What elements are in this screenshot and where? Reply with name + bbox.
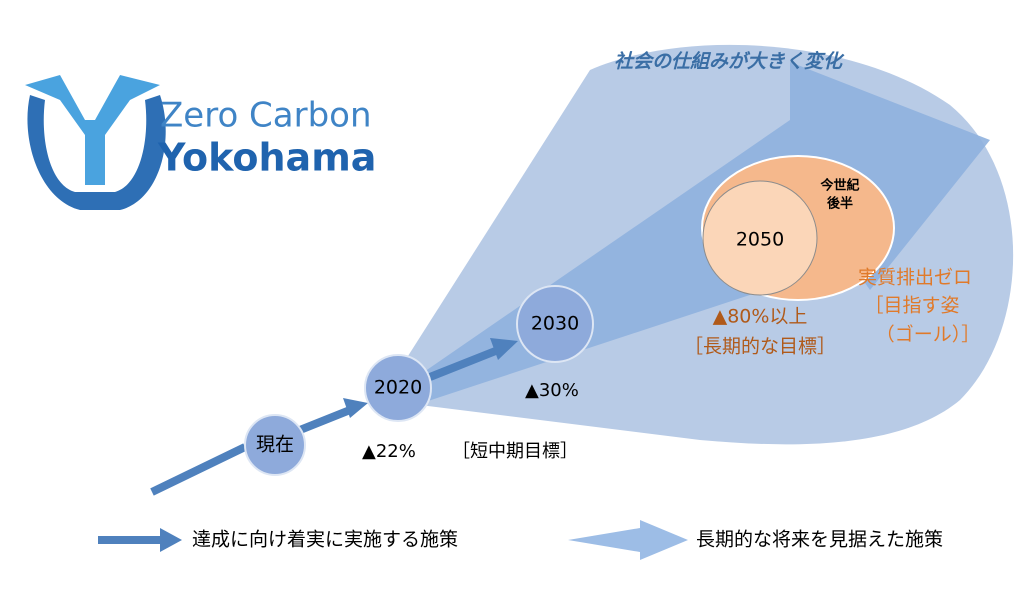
node-label: 2020 xyxy=(374,377,422,399)
annotation: ［目指す姿 xyxy=(864,295,959,317)
annotation: 実質排出ゼロ xyxy=(858,267,972,289)
legend-label: 達成に向け着実に実施する施策 xyxy=(192,529,458,551)
node-circle xyxy=(516,285,594,363)
annotation: ［短中期目標］ xyxy=(452,441,578,462)
annotation: ▲22% xyxy=(362,441,416,462)
node-label: 2050 xyxy=(736,229,784,251)
legend-long-arrow xyxy=(568,520,688,560)
logo-text: Yokohama xyxy=(157,136,376,180)
steady-arrows xyxy=(150,338,518,496)
legend-steady-arrow xyxy=(98,528,182,552)
annotation: （ゴール）］ xyxy=(876,324,981,346)
logo-text: Zero Carbon xyxy=(160,96,372,136)
node-circle xyxy=(702,180,818,296)
annotation: ▲80%以上 xyxy=(713,306,808,328)
logo-mark xyxy=(25,75,166,210)
node-label: 現在 xyxy=(256,434,294,456)
headline: 社会の仕組みが大きく変化 xyxy=(614,51,845,73)
node-circle xyxy=(364,354,432,422)
node-label: 今世紀 xyxy=(819,178,859,194)
node-circle xyxy=(244,414,306,476)
annotation: ［長期的な目標］ xyxy=(684,336,836,358)
annotation: ▲30% xyxy=(525,380,579,401)
legend-label: 長期的な将来を見据えた施策 xyxy=(696,529,943,551)
node-label: 2030 xyxy=(531,313,579,335)
node-label: 後半 xyxy=(827,196,853,212)
